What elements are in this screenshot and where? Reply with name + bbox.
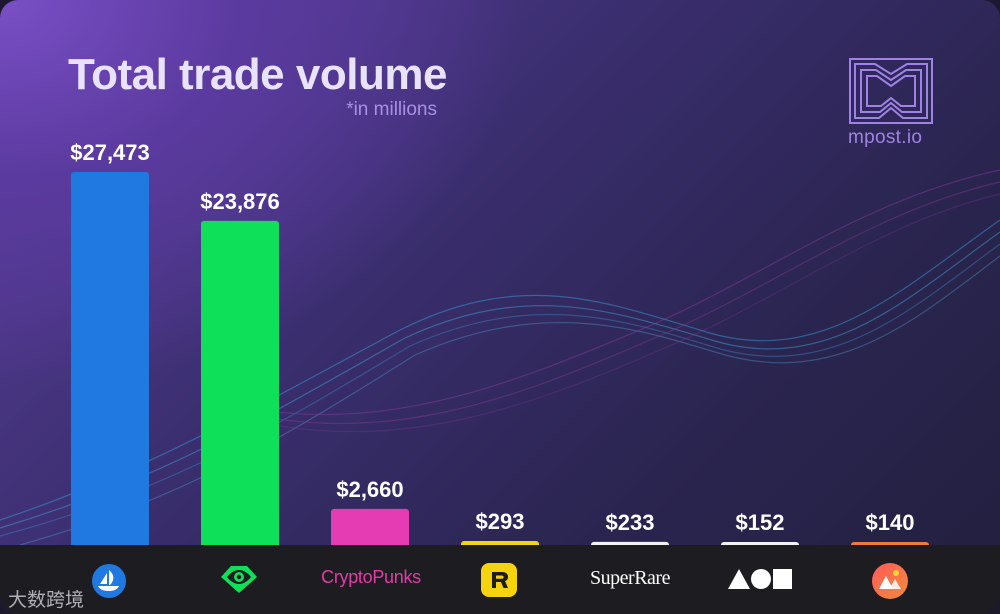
bar-value-label-6: $140: [866, 510, 915, 535]
mpost-logo-icon: [849, 58, 933, 124]
bar-0: [71, 172, 149, 549]
bar-value-label-2: $2,660: [336, 477, 403, 502]
looksrare-icon: [221, 566, 257, 593]
artblocks-icon: [728, 569, 792, 589]
bar-value-label-1: $23,876: [200, 189, 280, 214]
opensea-icon: [92, 564, 126, 598]
rarible-icon: [481, 563, 517, 597]
watermark-text: 大数跨境: [8, 590, 85, 611]
bar-1: [201, 220, 279, 549]
bar-2: [331, 508, 409, 549]
chart-title: Total trade volume: [68, 50, 447, 99]
superrare-logo: SuperRare: [590, 567, 670, 589]
bar-value-label-3: $293: [476, 509, 525, 534]
chart-subtitle: *in millions: [346, 99, 437, 120]
cryptopunks-logo: CryptoPunks: [321, 567, 421, 587]
bar-value-label-5: $152: [736, 510, 785, 535]
bar-value-label-4: $233: [606, 510, 655, 535]
bar-value-label-0: $27,473: [70, 140, 150, 165]
brand-name: mpost.io: [848, 127, 923, 148]
foundation-icon: [872, 563, 908, 599]
